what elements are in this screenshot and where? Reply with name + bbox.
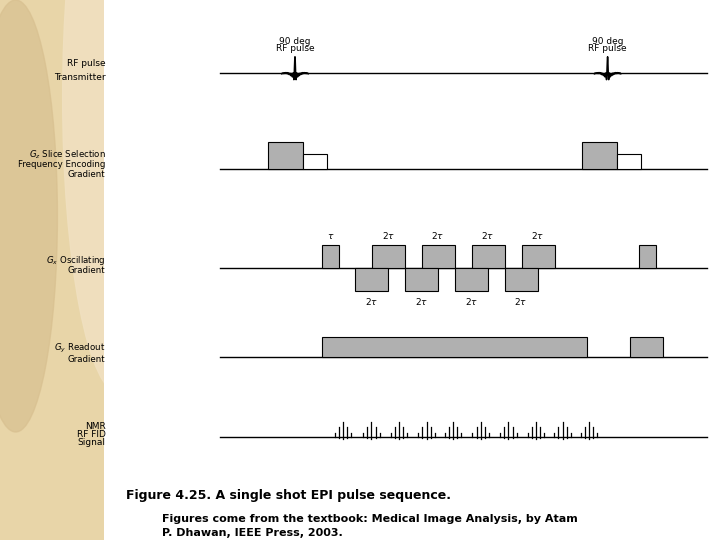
Text: $G_z$ Slice Selection: $G_z$ Slice Selection	[29, 148, 106, 161]
Text: $G_x$ Oscillating: $G_x$ Oscillating	[46, 254, 106, 267]
Text: Transmitter: Transmitter	[54, 72, 106, 82]
Text: $2\tau$: $2\tau$	[415, 296, 428, 307]
Bar	[303, 154, 327, 168]
Text: Figure 4.25. A single shot EPI pulse sequence.: Figure 4.25. A single shot EPI pulse seq…	[126, 489, 451, 502]
Bar	[268, 142, 303, 168]
Text: Signal: Signal	[78, 438, 106, 447]
Bar	[472, 245, 505, 268]
Bar	[322, 337, 587, 357]
Text: 90 deg: 90 deg	[592, 37, 624, 46]
Text: Frequency Encoding: Frequency Encoding	[18, 160, 106, 169]
Text: $2\tau$: $2\tau$	[464, 296, 477, 307]
Text: RF pulse: RF pulse	[67, 59, 106, 68]
Text: Gradient: Gradient	[68, 170, 106, 179]
Text: $G_y$ Readout: $G_y$ Readout	[55, 342, 106, 355]
Text: RF pulse: RF pulse	[276, 44, 314, 53]
Text: RF pulse: RF pulse	[588, 44, 627, 53]
Bar	[639, 245, 657, 268]
Text: $2\tau$: $2\tau$	[531, 230, 544, 241]
Bar	[355, 268, 388, 292]
Text: Figures come from the textbook: Medical Image Analysis, by Atam: Figures come from the textbook: Medical …	[162, 514, 577, 524]
Text: $2\tau$: $2\tau$	[365, 296, 378, 307]
Bar	[616, 154, 641, 168]
Text: $2\tau$: $2\tau$	[431, 230, 445, 241]
Text: P. Dhawan, IEEE Press, 2003.: P. Dhawan, IEEE Press, 2003.	[162, 528, 343, 538]
Bar	[582, 142, 616, 168]
Bar	[455, 268, 488, 292]
Text: $2\tau$: $2\tau$	[382, 230, 395, 241]
Bar	[630, 337, 663, 357]
Text: Gradient: Gradient	[68, 355, 106, 363]
Bar	[505, 268, 538, 292]
Bar	[521, 245, 554, 268]
Text: 90 deg: 90 deg	[279, 37, 311, 46]
Circle shape	[0, 0, 58, 432]
Text: NMR: NMR	[85, 422, 106, 431]
Text: Gradient: Gradient	[68, 266, 106, 275]
Text: $2\tau$: $2\tau$	[514, 296, 528, 307]
Text: $\tau$: $\tau$	[327, 232, 334, 241]
Circle shape	[63, 0, 177, 394]
Bar	[422, 245, 455, 268]
Text: $2\tau$: $2\tau$	[482, 230, 495, 241]
Bar	[372, 245, 405, 268]
Bar	[322, 245, 339, 268]
Text: RF FID: RF FID	[77, 430, 106, 440]
Bar	[405, 268, 438, 292]
